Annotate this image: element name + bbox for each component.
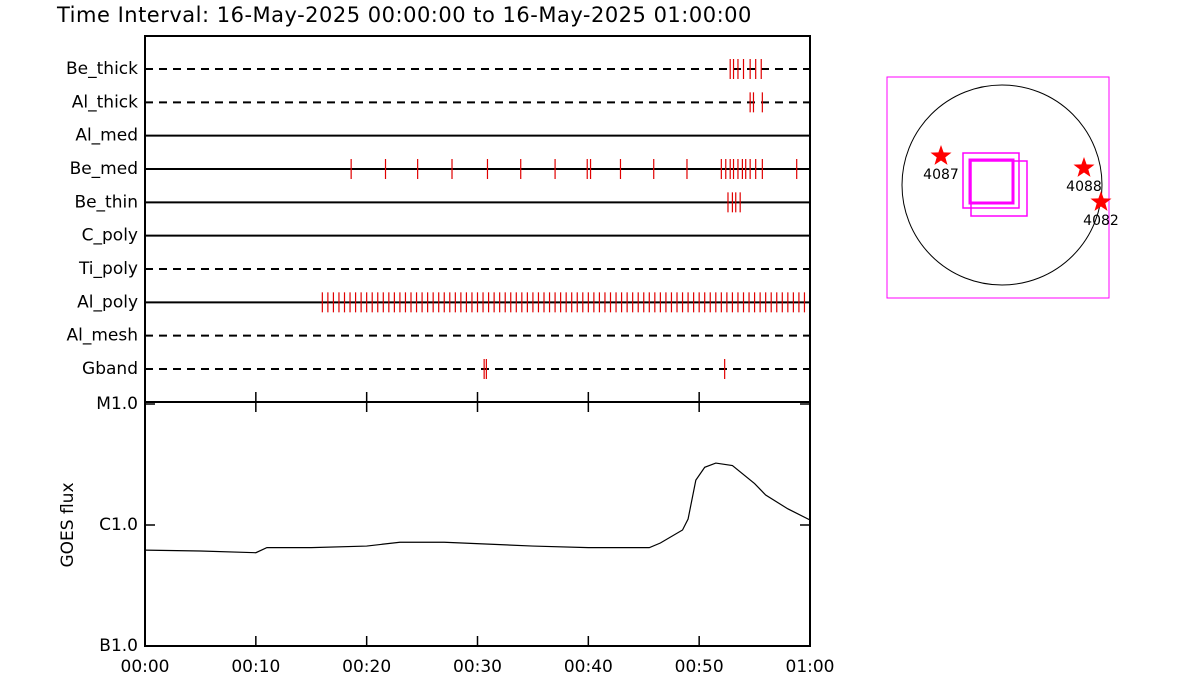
row-label: Al_mesh (66, 326, 138, 346)
row-label: Be_med (70, 159, 138, 179)
row-label: Gband (82, 359, 138, 379)
fov-box (968, 158, 1015, 205)
row-label: Al_poly (77, 292, 138, 312)
solar-limb (901, 84, 1103, 286)
y-axis-label: GOES flux (58, 482, 78, 567)
x-tick-label: 00:30 (453, 657, 502, 677)
y-tick-label: B1.0 (99, 636, 138, 656)
region-star (1073, 157, 1095, 177)
flux-frame (144, 401, 811, 647)
x-tick-label: 00:00 (121, 657, 170, 677)
solar-map: 4087 4088 4082 (886, 76, 1119, 299)
timeline-frame (144, 35, 811, 403)
region-star (1090, 191, 1112, 211)
row-label: Al_thick (72, 92, 138, 112)
y-tick-label: M1.0 (96, 394, 138, 414)
map-frame (886, 76, 1110, 299)
row-label: Be_thin (74, 192, 138, 212)
region-label: 4088 (1066, 179, 1102, 195)
fov-box (970, 160, 1028, 217)
region-label: 4087 (923, 167, 959, 183)
y-tick-label: C1.0 (99, 515, 138, 535)
x-tick-label: 00:10 (231, 657, 280, 677)
x-tick-label: 00:50 (675, 657, 724, 677)
row-label: Al_med (75, 126, 138, 146)
row-label: Ti_poly (78, 259, 138, 279)
row-label: C_poly (82, 226, 138, 246)
region-label: 4082 (1083, 213, 1119, 229)
chart-title: Time Interval: 16-May-2025 00:00:00 to 1… (56, 3, 752, 27)
row-label: Be_thick (66, 59, 138, 79)
x-tick-label: 01:00 (786, 657, 835, 677)
x-tick-label: 00:40 (564, 657, 613, 677)
flux-line (144, 462, 811, 554)
region-star (930, 145, 952, 165)
x-tick-label: 00:20 (342, 657, 391, 677)
fov-box (962, 152, 1020, 209)
